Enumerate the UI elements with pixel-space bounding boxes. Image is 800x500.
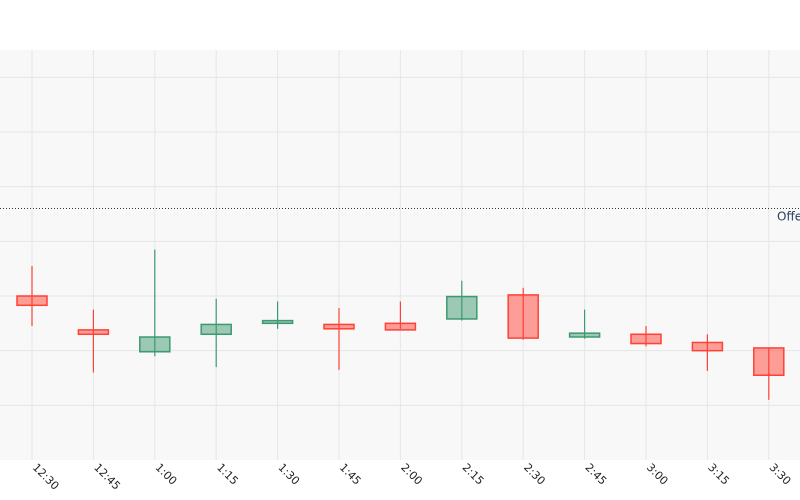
candle-body [384, 322, 417, 331]
candle-2:00 [384, 301, 417, 331]
x-tick-label: 2:00 [398, 461, 425, 488]
x-tick-label: 2:45 [582, 461, 609, 488]
x-tick-label: 1:15 [214, 461, 241, 488]
x-tick-label: 3:15 [705, 461, 732, 488]
grid-lines [0, 50, 800, 460]
candle-12:45 [77, 309, 110, 373]
candle-body [200, 323, 232, 336]
x-tick-label: 12:30 [30, 461, 62, 493]
candles-group [16, 249, 785, 400]
x-tick-label: 1:30 [275, 461, 302, 488]
candle-3:15 [691, 334, 724, 371]
x-tick-label: 1:45 [337, 461, 364, 488]
candle-1:30 [261, 301, 294, 329]
candle-body [139, 336, 171, 353]
x-axis-ticks: 12:30 12:45 1:00 1:15 1:30 1:45 2:00 2:15 2:30 2:… [30, 461, 793, 493]
x-tick-label: 3:00 [644, 461, 671, 488]
candle-body [323, 323, 355, 330]
candle-12:30 [16, 265, 48, 327]
candle-body [446, 295, 478, 320]
candle-3:30 [753, 347, 785, 400]
candle-body [691, 341, 724, 352]
candle-2:15 [446, 280, 478, 321]
reference-line-group: Offe [0, 208, 800, 224]
x-tick-label: 1:00 [153, 461, 180, 488]
candle-1:00 [139, 249, 171, 357]
candle-body [507, 294, 539, 339]
candle-body [16, 295, 48, 307]
x-tick-label: 12:45 [91, 461, 123, 493]
x-tick-label: 2:15 [460, 461, 487, 488]
candle-3:00 [630, 326, 662, 347]
candle-2:45 [568, 309, 601, 339]
candle-1:45 [323, 308, 355, 370]
candle-body [261, 319, 294, 325]
reference-line-label: Offe [777, 210, 800, 224]
candle-body [753, 347, 785, 377]
candle-2:30 [507, 287, 539, 340]
candle-1:15 [200, 298, 232, 368]
candle-body [77, 329, 110, 336]
x-tick-label: 3:30 [767, 461, 794, 488]
x-tick-label: 2:30 [521, 461, 548, 488]
candle-body [568, 332, 601, 338]
candle-body [630, 333, 662, 345]
